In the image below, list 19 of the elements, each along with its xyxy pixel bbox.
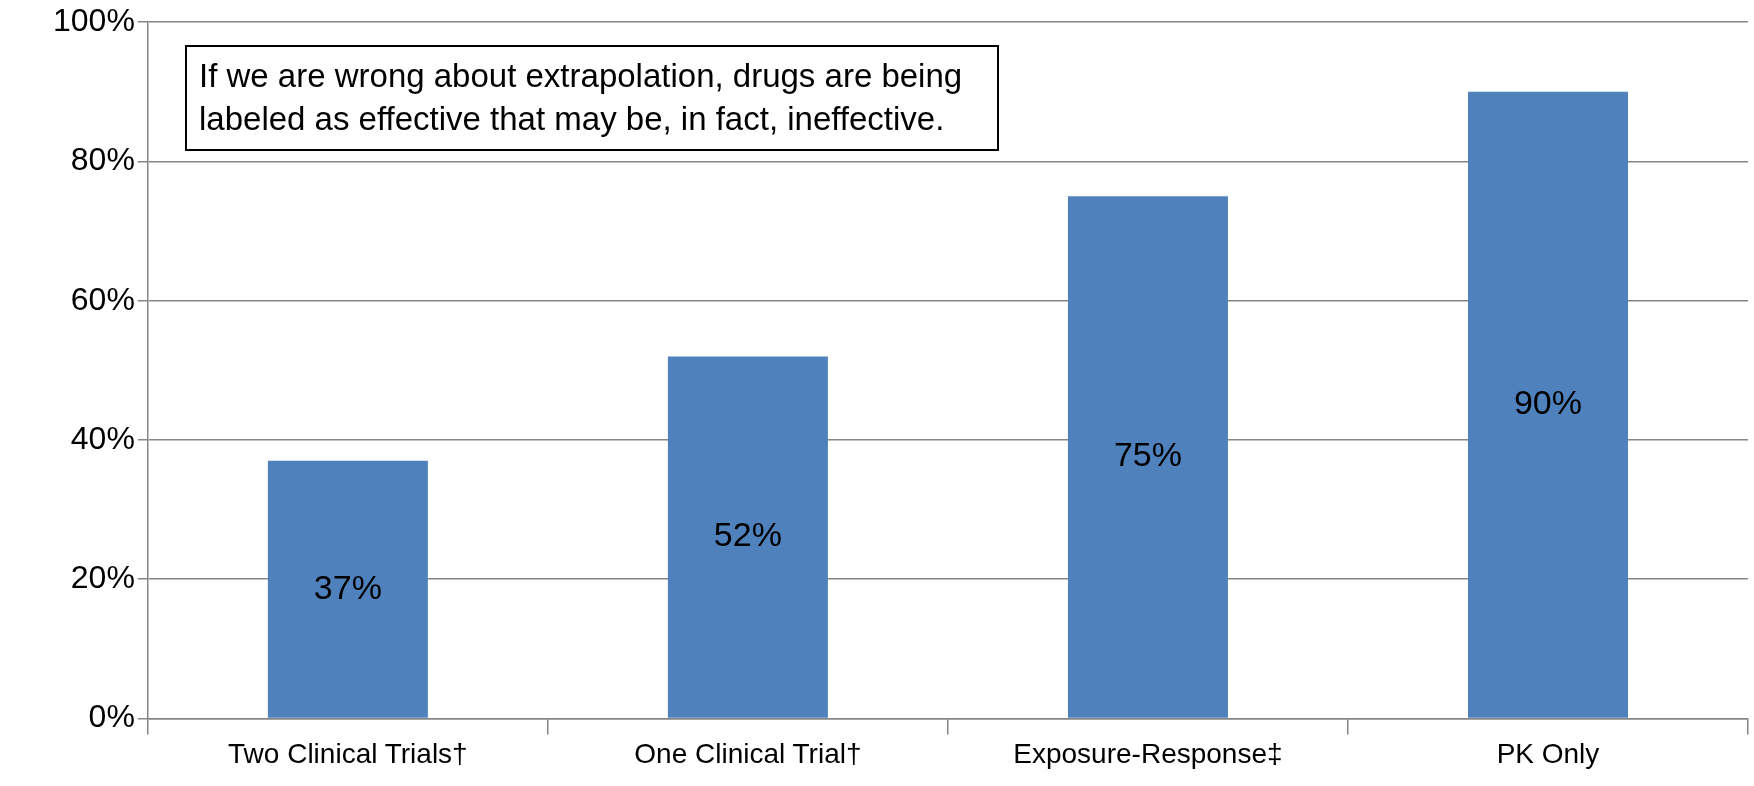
data-label: 90% [1513,383,1583,422]
data-label: 52% [713,515,782,554]
bar [667,356,828,718]
bar [267,460,428,718]
y-tick-label: 20% [70,558,135,595]
data-label: 37% [313,567,382,606]
bar [1067,196,1228,718]
bar [1467,91,1628,718]
y-tick-label: 40% [70,419,135,456]
y-tick-label: 0% [88,698,135,735]
x-tick-label: PK Only [1496,737,1600,769]
y-tick-label: 100% [53,2,135,39]
note-box: If we are wrong about extrapolation, drugs are being labeled as effective that may be, in fact, ineffective. [185,45,999,151]
x-tick-label: One Clinical Trial† [634,737,862,769]
data-label: 75% [1113,435,1182,474]
y-tick-label: 60% [70,280,135,317]
y-tick-label: 80% [70,141,135,178]
x-tick-label: Exposure-Response‡ [1013,737,1283,769]
x-tick-label: Two Clinical Trials† [228,737,468,769]
